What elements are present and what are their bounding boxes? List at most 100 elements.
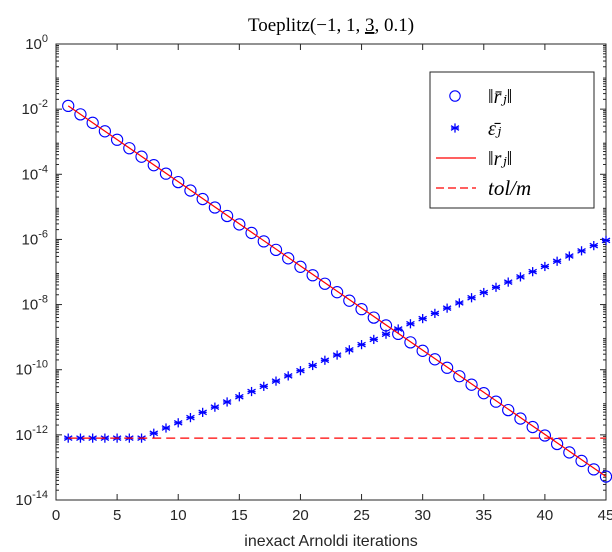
perturbation-point: [345, 345, 354, 355]
x-tick-label: 15: [231, 507, 248, 524]
computed-residual-point: [465, 378, 478, 391]
x-tick-label: 40: [537, 507, 554, 524]
computed-residual-point: [172, 175, 185, 189]
perturbation-point: [503, 277, 513, 287]
computed-residual-point: [233, 218, 246, 231]
computed-residual-point: [110, 133, 124, 146]
y-tick-label: 10-6: [22, 228, 48, 248]
computed-residual-point: [86, 116, 99, 129]
computed-residual-point: [269, 243, 283, 257]
y-tick-label: 100: [25, 33, 48, 53]
computed-residual-point: [404, 336, 417, 349]
legend-asterisk-marker: [450, 123, 460, 133]
computed-residual-point: [526, 420, 539, 434]
chart-title: Toeplitz(−1, 1, 3, 0.1): [248, 15, 414, 36]
y-tick-label: 10-4: [22, 163, 48, 183]
computed-residual-point: [294, 260, 307, 273]
x-tick-label: 25: [353, 507, 370, 524]
perturbation-point: [381, 329, 391, 339]
y-tick-label: 10-8: [22, 294, 48, 314]
computed-residual-point: [440, 361, 454, 374]
y-tick-label: 10-14: [15, 489, 48, 509]
computed-residual-point: [502, 403, 515, 417]
perturbation-point: [235, 392, 244, 402]
computed-residual-point: [563, 446, 576, 459]
perturbation-point: [528, 267, 537, 277]
x-tick-label: 10: [170, 507, 187, 524]
computed-residual-point: [257, 235, 270, 248]
legend-circle-marker: [449, 90, 461, 102]
computed-residual-point: [98, 125, 112, 138]
perturbation-point: [247, 386, 256, 397]
chart-title-prefix: Toeplitz(−1, 1,: [248, 15, 365, 36]
computed-residual-point: [74, 108, 87, 121]
computed-residual-point: [453, 370, 466, 383]
perturbation-point: [418, 313, 427, 324]
computed-residual-point: [477, 387, 490, 400]
legend-entry: ‖rⱼ‖: [436, 148, 512, 170]
computed-residual-point: [318, 277, 332, 290]
legend-box: [429, 71, 595, 209]
legend-label: ‖r̄ⱼ‖: [488, 86, 512, 108]
perturbation-point: [296, 366, 305, 376]
perturbation-point: [442, 303, 452, 313]
perturbation-point: [467, 293, 476, 303]
perturbation-point: [589, 241, 599, 251]
axis-ticks: 0 5 10 15 20 25 30 35 40 45 100 10-2 10-4 10-6 10-8 10-…: [15, 33, 612, 524]
legend-label: ε̄ⱼ: [488, 118, 502, 140]
perturbation-point: [308, 360, 317, 371]
perturbation-point: [577, 246, 586, 256]
computed-residual-point: [550, 437, 564, 451]
perturbation-point: [491, 282, 501, 292]
perturbation-point: [283, 371, 293, 381]
computed-residual-point: [330, 286, 344, 299]
y-tick-label: 10-10: [15, 359, 48, 379]
perturbation-point: [479, 287, 489, 298]
perturbation-point: [222, 397, 232, 407]
computed-residual-point: [159, 167, 173, 180]
x-axis-label: inexact Arnoldi iterations: [244, 533, 417, 550]
perturbation-point: [565, 251, 574, 261]
perturbation-point: [552, 256, 562, 266]
computed-residual-point: [355, 302, 368, 316]
chart-title-underlined: 3: [365, 15, 375, 36]
x-tick-label: 0: [52, 507, 60, 524]
legend-entry: ‖r̄ⱼ‖: [449, 86, 512, 108]
computed-residual-point: [575, 454, 588, 468]
perturbation-point: [516, 272, 525, 282]
computed-residual-point: [538, 429, 552, 442]
computed-residual-point: [62, 99, 75, 113]
computed-residual-point: [245, 226, 258, 240]
computed-residual-point: [416, 344, 429, 357]
perturbation-point: [186, 412, 195, 423]
computed-residual-point: [220, 209, 234, 223]
perturbation-point: [455, 298, 464, 308]
perturbation-point: [210, 402, 220, 412]
perturbation-point: [601, 235, 611, 246]
computed-residual-point: [282, 252, 295, 265]
x-tick-label: 45: [598, 507, 612, 524]
perturbation-point: [198, 407, 207, 417]
perturbation-point: [406, 319, 415, 329]
computed-residual-point: [208, 201, 222, 214]
y-tick-label: 10-2: [22, 98, 48, 118]
computed-residual-point: [428, 353, 442, 366]
computed-residual-point: [123, 142, 136, 155]
x-tick-label: 30: [414, 507, 431, 524]
perturbation-point: [430, 308, 440, 318]
computed-residual-point: [514, 412, 527, 425]
series-2: [67, 105, 607, 478]
perturbation-point: [332, 350, 342, 360]
computed-residual-point: [587, 463, 600, 476]
perturbation-point: [271, 376, 281, 386]
legend-label: ‖rⱼ‖: [488, 148, 512, 170]
perturbation-point: [320, 355, 330, 365]
computed-residual-point: [135, 150, 148, 163]
computed-residual-point: [489, 395, 503, 408]
computed-residual-point: [196, 192, 209, 206]
series-0: [62, 99, 612, 483]
computed-residual-point: [147, 159, 160, 172]
perturbation-point: [259, 381, 269, 391]
legend: ‖r̄ⱼ‖ ε̄ⱼ ‖rⱼ‖ tol/m: [429, 71, 595, 209]
legend-entry: ε̄ⱼ: [450, 118, 502, 140]
